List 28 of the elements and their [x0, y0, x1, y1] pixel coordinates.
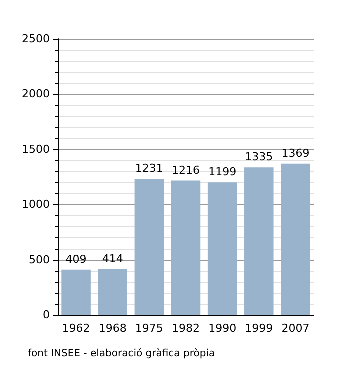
data-label: 1335 [245, 150, 274, 164]
data-label: 1369 [282, 146, 310, 160]
text: font INSEE - elaboració gràfica pròpia [28, 348, 216, 360]
bar [171, 180, 201, 315]
x-tick-label: 1990 [208, 322, 237, 335]
bar [62, 270, 91, 315]
x-tick-label: 1962 [62, 322, 90, 335]
bar [208, 182, 238, 315]
y-tick-label: 500 [29, 253, 50, 266]
bar [134, 179, 164, 315]
data-label: 1231 [135, 162, 164, 176]
x-tick-label: 1975 [135, 322, 164, 335]
y-tick-label: 0 [43, 308, 50, 322]
y-tick-label: 2500 [22, 32, 50, 46]
data-label: 1216 [172, 164, 200, 177]
x-tick-label: 1982 [172, 322, 200, 335]
x-tick-label: 1968 [98, 322, 127, 335]
y-tick-label: 1000 [22, 198, 50, 212]
bar [244, 168, 274, 315]
data-label: 409 [66, 252, 87, 266]
y-tick-label: 2000 [22, 88, 50, 101]
data-label: 414 [102, 252, 124, 266]
bar [98, 269, 128, 315]
y-tick-label: 1500 [22, 142, 50, 156]
bar [281, 164, 310, 315]
data-label: 1199 [208, 166, 237, 179]
x-tick-label: 1999 [245, 322, 274, 335]
x-tick-label: 2007 [282, 322, 310, 335]
